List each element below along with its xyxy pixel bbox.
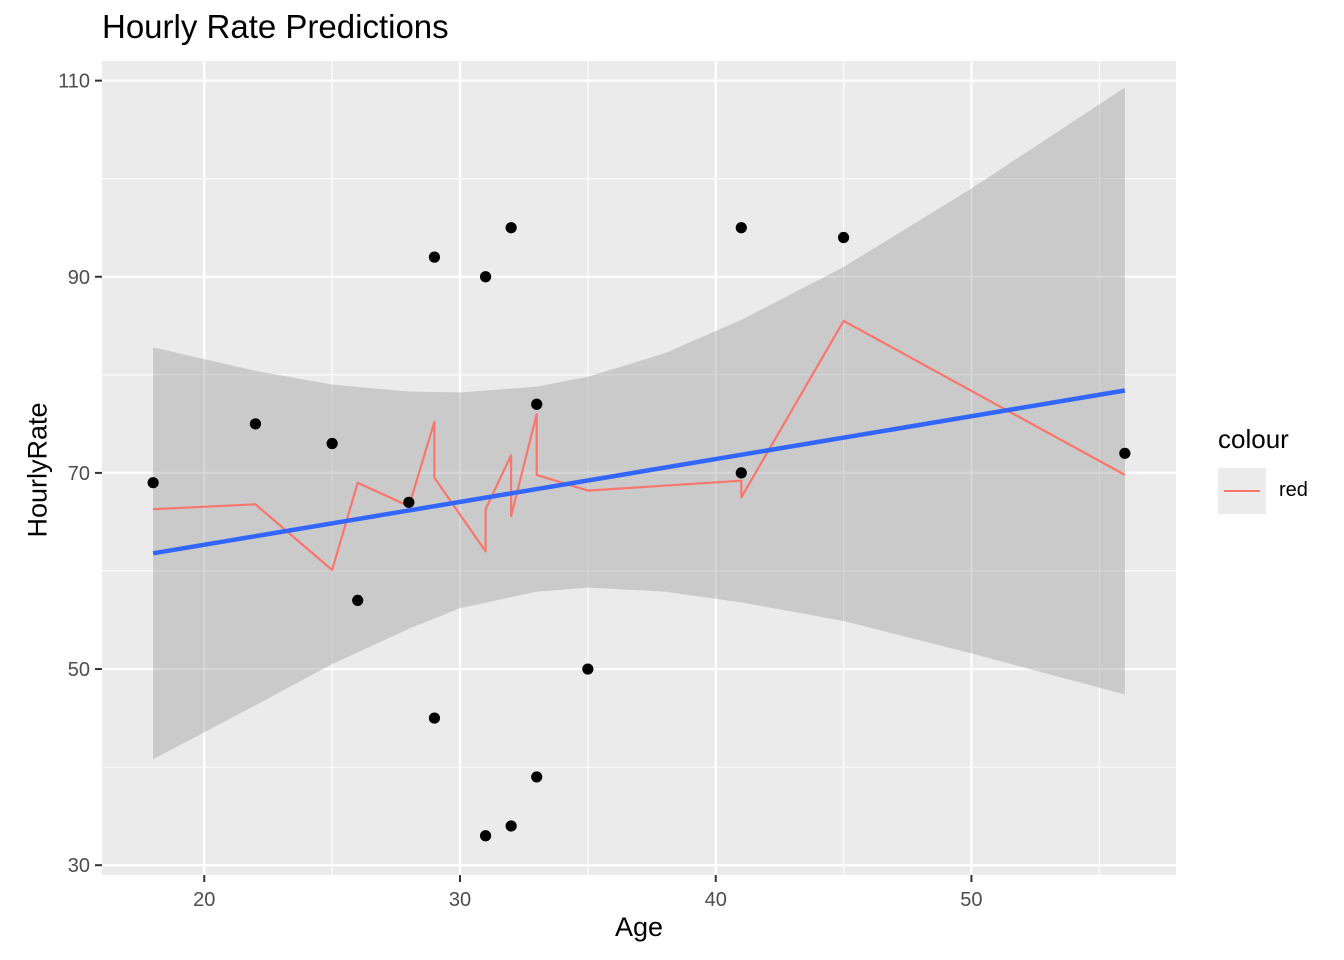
x-tick-label: 20	[193, 889, 215, 911]
legend-label: red	[1279, 479, 1308, 501]
legend-title: colour	[1218, 424, 1289, 454]
points-layer	[147, 222, 1131, 842]
y-tick-label: 110	[58, 71, 90, 93]
y-axis-ticks: 30 50 70 90 110	[58, 71, 102, 877]
data-point	[735, 222, 747, 234]
data-point	[428, 251, 441, 263]
minor-gridlines	[102, 61, 1176, 875]
y-axis-title: HourlyRate	[22, 402, 53, 538]
x-tick-label: 30	[449, 889, 471, 911]
legend-key-line	[1224, 490, 1260, 492]
data-point	[403, 496, 415, 508]
y-tick-label: 70	[68, 463, 90, 485]
data-point	[531, 398, 543, 410]
data-point	[1119, 447, 1131, 459]
x-axis-title: Age	[614, 912, 664, 942]
x-axis-ticks: 20 30 40 50	[193, 875, 983, 911]
confidence-band	[153, 87, 1125, 760]
chart-title: Hourly Rate Predictions	[102, 8, 449, 45]
legend: colour red	[1218, 424, 1308, 514]
data-point	[505, 222, 517, 234]
plot-panel	[102, 61, 1176, 875]
data-point	[479, 271, 492, 283]
x-tick-label: 50	[960, 889, 982, 911]
data-point	[147, 477, 159, 489]
data-point	[479, 830, 492, 842]
trend-line-layer	[152, 388, 1126, 556]
y-tick-label: 90	[68, 267, 90, 289]
legend-entry: red	[1218, 468, 1344, 514]
data-point	[837, 231, 850, 244]
confidence-band-layer	[153, 87, 1125, 760]
data-point	[735, 467, 747, 479]
trend-line	[152, 388, 1126, 556]
data-point	[326, 437, 338, 450]
major-gridlines	[102, 61, 1176, 875]
y-tick-label: 50	[68, 659, 90, 681]
data-point	[582, 663, 594, 675]
x-tick-label: 40	[705, 889, 727, 911]
y-tick-label: 30	[68, 855, 90, 877]
prediction-line	[153, 319, 1126, 572]
data-point	[505, 820, 517, 832]
prediction-line-layer	[153, 319, 1126, 572]
data-point	[531, 771, 543, 783]
legend-key	[1218, 468, 1266, 514]
data-point	[249, 418, 262, 430]
data-point	[352, 594, 364, 606]
data-point	[428, 712, 441, 724]
